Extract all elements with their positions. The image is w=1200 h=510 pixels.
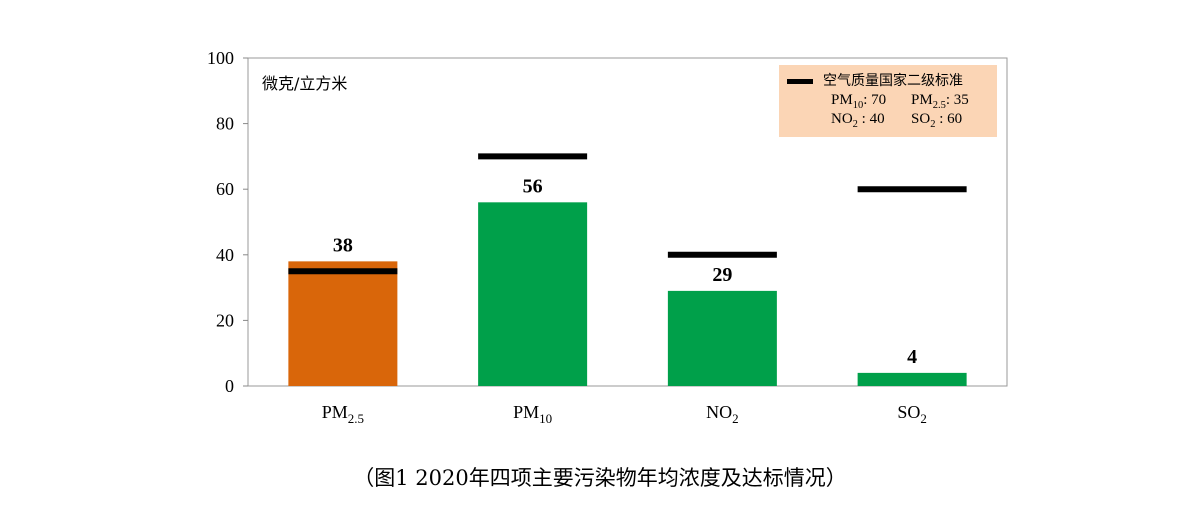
x-tick-label: NO2	[706, 402, 739, 426]
x-tick-label: PM10	[513, 402, 552, 426]
data-label: 29	[712, 264, 732, 286]
data-label: 38	[333, 234, 353, 256]
plot-area	[247, 57, 1008, 387]
y-unit-label: 微克/立方米	[262, 74, 348, 93]
legend-title: 空气质量国家二级标准	[823, 73, 963, 89]
legend-row-2: NO2 : 40 SO2 : 60	[831, 111, 963, 130]
bar-NO2	[667, 290, 777, 386]
y-tick-label: 80	[216, 114, 234, 134]
y-tick-label: 20	[216, 310, 234, 330]
legend: 空气质量国家二级标准 PM10: 70 PM2.5: 35 NO2 : 40 SO2…	[779, 65, 997, 137]
legend-row-1: PM10: 70 PM2.5: 35	[831, 92, 969, 111]
x-tick-label: SO2	[897, 402, 927, 426]
x-tick-label: PM2.5	[322, 402, 364, 426]
data-label: 56	[523, 175, 543, 197]
y-tick-label: 0	[225, 376, 234, 396]
y-tick-label: 60	[216, 179, 234, 199]
legend-line-swatch	[787, 78, 813, 84]
bar-PM2.5	[288, 261, 398, 386]
bar-PM10	[478, 202, 588, 386]
figure-caption: （图1 2020年四项主要污染物年均浓度及达标情况）	[353, 466, 847, 490]
y-tick-label: 100	[207, 48, 234, 68]
bar-SO2	[857, 372, 967, 386]
y-tick-label: 40	[216, 245, 234, 265]
data-label: 4	[907, 346, 917, 368]
